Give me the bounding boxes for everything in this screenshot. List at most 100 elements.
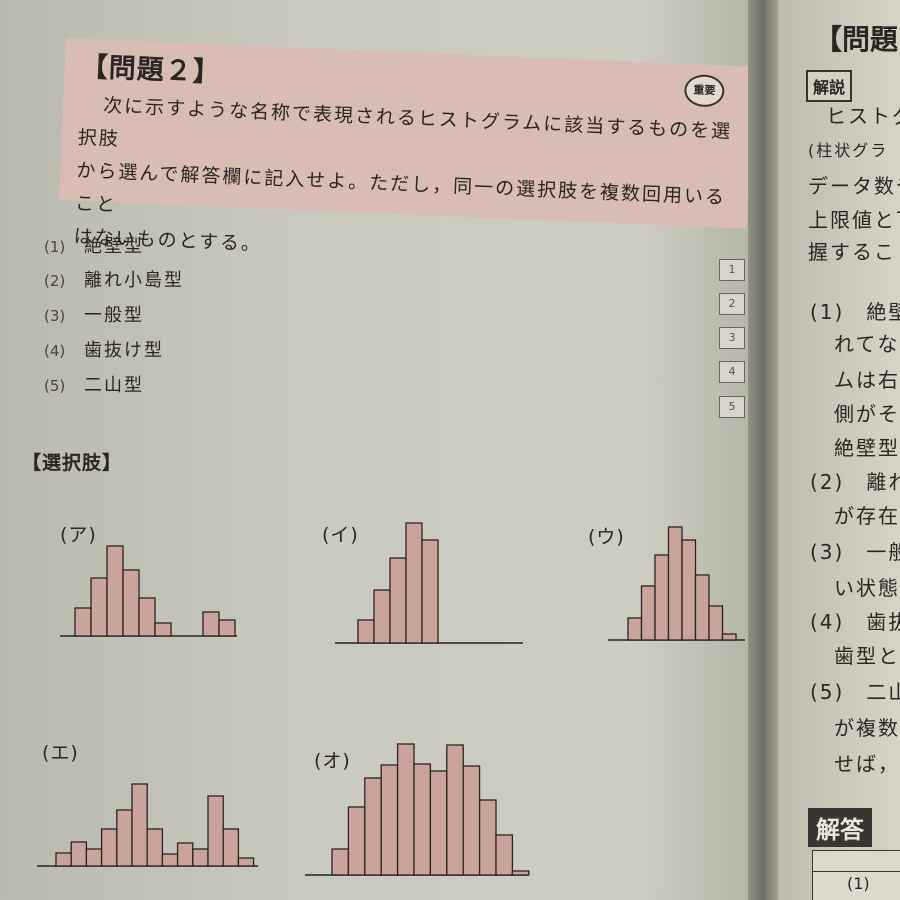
- item-number: (1): [44, 238, 66, 256]
- histogram-bar: [389, 557, 407, 644]
- histogram-o: [305, 743, 530, 876]
- histogram-bar: [413, 763, 432, 876]
- item-number: (5): [44, 377, 66, 395]
- histogram-label: (ウ): [588, 526, 625, 548]
- histogram-bar: [331, 848, 350, 876]
- histogram-bar: [202, 611, 220, 637]
- answer-box[interactable]: 5: [719, 396, 745, 418]
- histogram-bar: [511, 870, 530, 876]
- histogram-bar: [237, 857, 255, 867]
- histogram-label: (オ): [314, 750, 351, 772]
- list-item: (4) 歯抜け型: [44, 336, 164, 362]
- right-page: 【問題２ 解説 ヒストグ (柱状グラ データ数や 上限値と下 握すること (1)…: [778, 0, 900, 900]
- histogram-bar: [421, 539, 439, 644]
- right-page-title: 【問題２: [814, 23, 900, 56]
- explanation-line: 側がそ: [834, 402, 900, 426]
- explanation-line: れてな: [834, 332, 900, 356]
- histogram-label: (ア): [60, 524, 97, 546]
- histogram-bar: [405, 522, 423, 644]
- histogram-bar: [380, 764, 399, 876]
- histogram-bar: [446, 744, 464, 876]
- histogram-bar: [396, 743, 415, 876]
- list-item: (2) 離れ小島型: [44, 266, 184, 292]
- histogram-bar: [154, 622, 172, 637]
- choices-title: 【選択肢】: [22, 452, 123, 474]
- answer-table: (1): [812, 850, 900, 900]
- histogram-bar: [74, 607, 92, 637]
- histogram-bar: [55, 852, 72, 867]
- list-item: (3) 一般型: [44, 301, 144, 327]
- histogram-bar: [90, 577, 108, 637]
- item-label: 歯抜け型: [84, 340, 164, 361]
- histogram-bar: [373, 589, 391, 644]
- explanation-line: 握すること: [808, 240, 900, 264]
- item-number: (3): [44, 307, 66, 325]
- answer-tag: 解答: [808, 808, 872, 847]
- item-number: (4): [44, 342, 66, 360]
- histogram-bar: [70, 841, 88, 867]
- item-label: 二山型: [84, 375, 144, 396]
- explanation-tag: 解説: [806, 70, 853, 102]
- explanation-line: 絶壁型: [834, 436, 900, 460]
- histogram-bar: [218, 619, 236, 637]
- list-item: (1) 絶壁型: [44, 232, 144, 258]
- explanation-line: が存在: [834, 504, 900, 528]
- histogram-bar: [357, 619, 375, 644]
- histogram-bar: [85, 848, 103, 867]
- list-item: (5) 二山型: [44, 371, 144, 397]
- explanation-line: ヒストグ: [826, 104, 900, 128]
- histogram-bar: [192, 848, 209, 867]
- answer-box[interactable]: 4: [719, 361, 745, 383]
- explanation-line: (5) 二山: [810, 680, 900, 704]
- explanation-line: (3) 一般型: [810, 540, 900, 564]
- histogram-u: [608, 526, 745, 641]
- histogram-i: [335, 522, 523, 644]
- histogram-bar: [708, 605, 724, 641]
- histogram-bar: [694, 574, 710, 641]
- histogram-bar: [106, 545, 124, 637]
- histogram-bar: [654, 554, 670, 641]
- answer-box[interactable]: 1: [719, 259, 745, 281]
- item-label: 一般型: [84, 305, 144, 326]
- histogram-bar: [146, 828, 164, 867]
- histogram-bar: [116, 809, 133, 867]
- histogram-bar: [138, 597, 156, 637]
- explanation-line: (4) 歯抜: [810, 610, 900, 634]
- histogram-bar: [176, 842, 194, 867]
- histogram-bar: [347, 806, 366, 876]
- histogram-bar: [364, 777, 382, 876]
- explanation-line: (2) 離れ: [810, 470, 900, 494]
- explanation-line: (柱状グラ: [808, 141, 889, 160]
- answer-box[interactable]: 2: [719, 293, 745, 315]
- left-page: 【問題２】 重要 次に示すような名称で表現されるヒストグラムに該当するものを選択…: [0, 0, 754, 900]
- histogram-e: [37, 783, 258, 867]
- item-label: 離れ小島型: [84, 270, 184, 291]
- histogram-bar: [222, 828, 240, 867]
- explanation-line: い状態: [834, 576, 900, 600]
- answer-box[interactable]: 3: [719, 327, 745, 349]
- book-gutter: [748, 0, 778, 900]
- histogram-bar: [721, 633, 737, 641]
- histogram-bar: [667, 526, 683, 641]
- item-number: (2): [44, 272, 66, 290]
- histogram-bar: [495, 834, 514, 876]
- histogram-bar: [131, 783, 148, 867]
- histogram-label: (エ): [42, 742, 79, 764]
- histogram-bar: [640, 585, 656, 641]
- histogram-bar: [462, 765, 481, 876]
- table-divider: [813, 871, 900, 872]
- histograms-canvas: [37, 522, 745, 876]
- histogram-bar: [627, 617, 643, 641]
- explanation-line: データ数や: [808, 174, 900, 198]
- histogram-bar: [478, 799, 497, 876]
- histogram-bar: [429, 770, 448, 876]
- histogram-bar: [100, 828, 118, 867]
- histogram-bar: [122, 569, 140, 637]
- item-label: 絶壁型: [84, 236, 144, 257]
- histogram-bar: [161, 853, 179, 867]
- explanation-line: 上限値と下: [808, 208, 900, 232]
- explanation-line: 歯型と: [834, 644, 900, 668]
- explanation-line: せば，: [834, 752, 900, 776]
- histogram-label: (イ): [322, 524, 359, 546]
